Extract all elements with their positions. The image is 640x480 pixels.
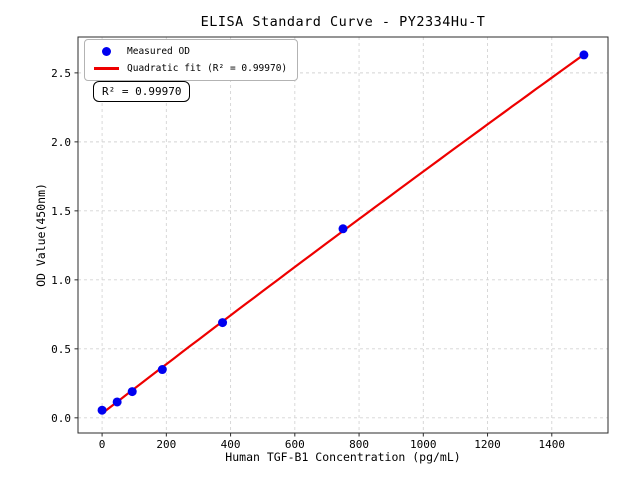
- chart-title: ELISA Standard Curve - PY2334Hu-T: [200, 14, 486, 30]
- y-tick-label: 0.0: [51, 412, 71, 425]
- x-tick-label: 400: [221, 438, 241, 451]
- x-tick-label: 1200: [474, 438, 501, 451]
- x-tick-label: 1000: [410, 438, 437, 451]
- data-point: [97, 405, 107, 415]
- y-tick-label: 1.0: [51, 274, 71, 287]
- x-tick-label: 1400: [539, 438, 566, 451]
- x-tick-label: 800: [349, 438, 369, 451]
- legend-item-measured-od: Measured OD: [93, 44, 287, 59]
- r-squared-annotation: R² = 0.99970: [93, 81, 191, 102]
- y-tick-label: 2.5: [51, 67, 71, 80]
- y-tick-label: 0.5: [51, 343, 71, 356]
- data-point: [112, 397, 122, 407]
- y-tick-label: 1.5: [51, 205, 71, 218]
- data-point: [127, 387, 137, 397]
- y-axis-label: OD Value(450nm): [34, 183, 48, 287]
- legend-item-quadratic-fit: Quadratic fit (R² = 0.99970): [93, 61, 287, 76]
- x-axis-label: Human TGF-B1 Concentration (pg/mL): [225, 450, 461, 464]
- data-point: [218, 318, 228, 328]
- plot-border: [77, 36, 609, 434]
- legend-label-measured-od: Measured OD: [127, 46, 190, 57]
- y-tick-label: 2.0: [51, 136, 71, 149]
- data-point: [157, 365, 167, 375]
- fit-line-icon: [93, 67, 119, 70]
- quadratic-fit-line: [101, 53, 585, 415]
- x-tick-label: 600: [285, 438, 305, 451]
- data-point: [338, 224, 348, 234]
- legend-label-quadratic-fit: Quadratic fit (R² = 0.99970): [127, 63, 288, 74]
- data-point: [579, 50, 589, 60]
- legend: Measured OD Quadratic fit (R² = 0.99970): [84, 39, 299, 81]
- x-tick-label: 200: [156, 438, 176, 451]
- x-tick-label: 0: [99, 438, 106, 451]
- legend-swatch: [93, 67, 119, 70]
- scatter-marker-icon: [101, 47, 111, 56]
- legend-swatch: [93, 47, 119, 56]
